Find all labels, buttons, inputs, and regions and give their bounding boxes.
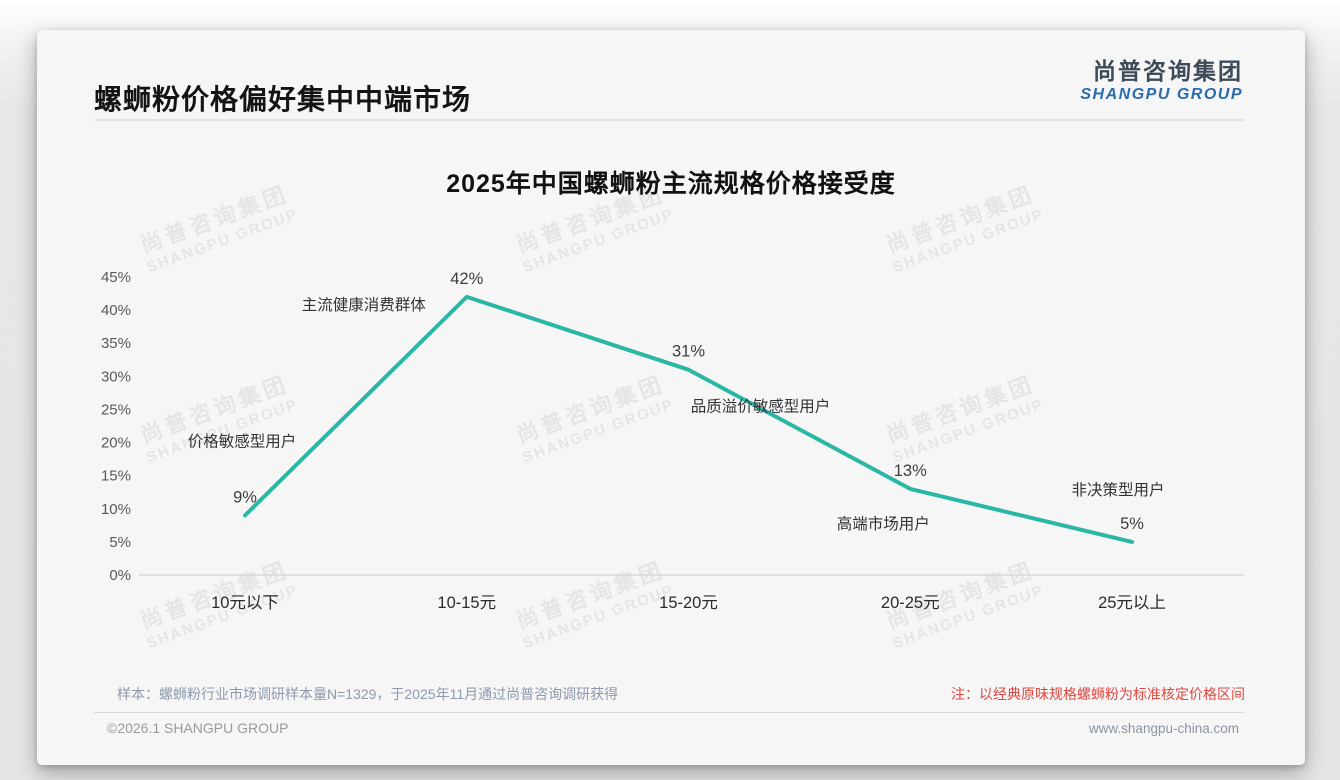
logo-english-name: SHANGPU GROUP [1080, 86, 1243, 104]
segment-annotation: 价格敏感型用户 [188, 432, 297, 450]
data-point-label: 13% [894, 462, 927, 480]
y-axis-tick-label: 5% [109, 534, 131, 551]
copyright-text: ©2026.1 SHANGPU GROUP [107, 720, 289, 736]
y-axis-tick-label: 40% [101, 302, 131, 319]
y-axis-tick-label: 20% [101, 435, 131, 452]
page-title: 螺蛳粉价格偏好集中中端市场 [94, 84, 472, 115]
y-axis-tick-label: 30% [101, 368, 131, 385]
data-point-label: 42% [450, 270, 483, 288]
segment-annotation: 品质溢价敏感型用户 [691, 398, 831, 416]
chart-title: 2025年中国螺蛳粉主流规格价格接受度 [446, 170, 896, 198]
y-axis-tick-label: 35% [101, 335, 131, 352]
y-axis-tick-label: 25% [101, 401, 131, 418]
data-point-label: 31% [672, 343, 705, 361]
y-axis-tick-label: 0% [109, 567, 131, 584]
data-point-label: 9% [233, 488, 257, 506]
x-axis-category-label: 20-25元 [881, 594, 940, 612]
logo-chinese-name: 尚普咨询集团 [1093, 58, 1243, 84]
segment-annotation: 高端市场用户 [837, 515, 930, 533]
x-axis-category-label: 10元以下 [211, 594, 279, 612]
data-point-label: 5% [1120, 515, 1144, 533]
x-axis-category-label: 25元以上 [1098, 593, 1166, 612]
slide-card: 螺蛳粉价格偏好集中中端市场 尚普咨询集团 SHANGPU GROUP 2025年… [37, 30, 1305, 765]
pricing-standard-note: 注：以经典原味规格螺蛳粉为标准核定价格区间 [951, 686, 1245, 702]
x-axis-category-label: 10-15元 [437, 594, 496, 612]
y-axis-tick-label: 10% [101, 501, 131, 518]
footer-divider [94, 712, 1244, 713]
company-logo: 尚普咨询集团 SHANGPU GROUP [1080, 58, 1243, 104]
header-divider [94, 119, 1244, 121]
price-acceptance-chart: 45% 40% 35% 30% 25% 20% 15% 10% 5% 0% 10元以下 10-15元 1… [101, 269, 1244, 612]
segment-annotation: 非决策型用户 [1071, 481, 1164, 499]
y-axis-tick-label: 45% [101, 269, 131, 286]
y-axis-tick-label: 15% [101, 468, 131, 485]
website-url: www.shangpu-china.com [1088, 721, 1239, 736]
x-axis-category-label: 15-20元 [659, 594, 718, 612]
price-acceptance-line-series [243, 294, 1134, 544]
sample-note: 样本：螺蛳粉行业市场调研样本量N=1329，于2025年11月通过尚普咨询调研获… [117, 686, 619, 702]
segment-annotation: 主流健康消费群体 [302, 296, 427, 314]
